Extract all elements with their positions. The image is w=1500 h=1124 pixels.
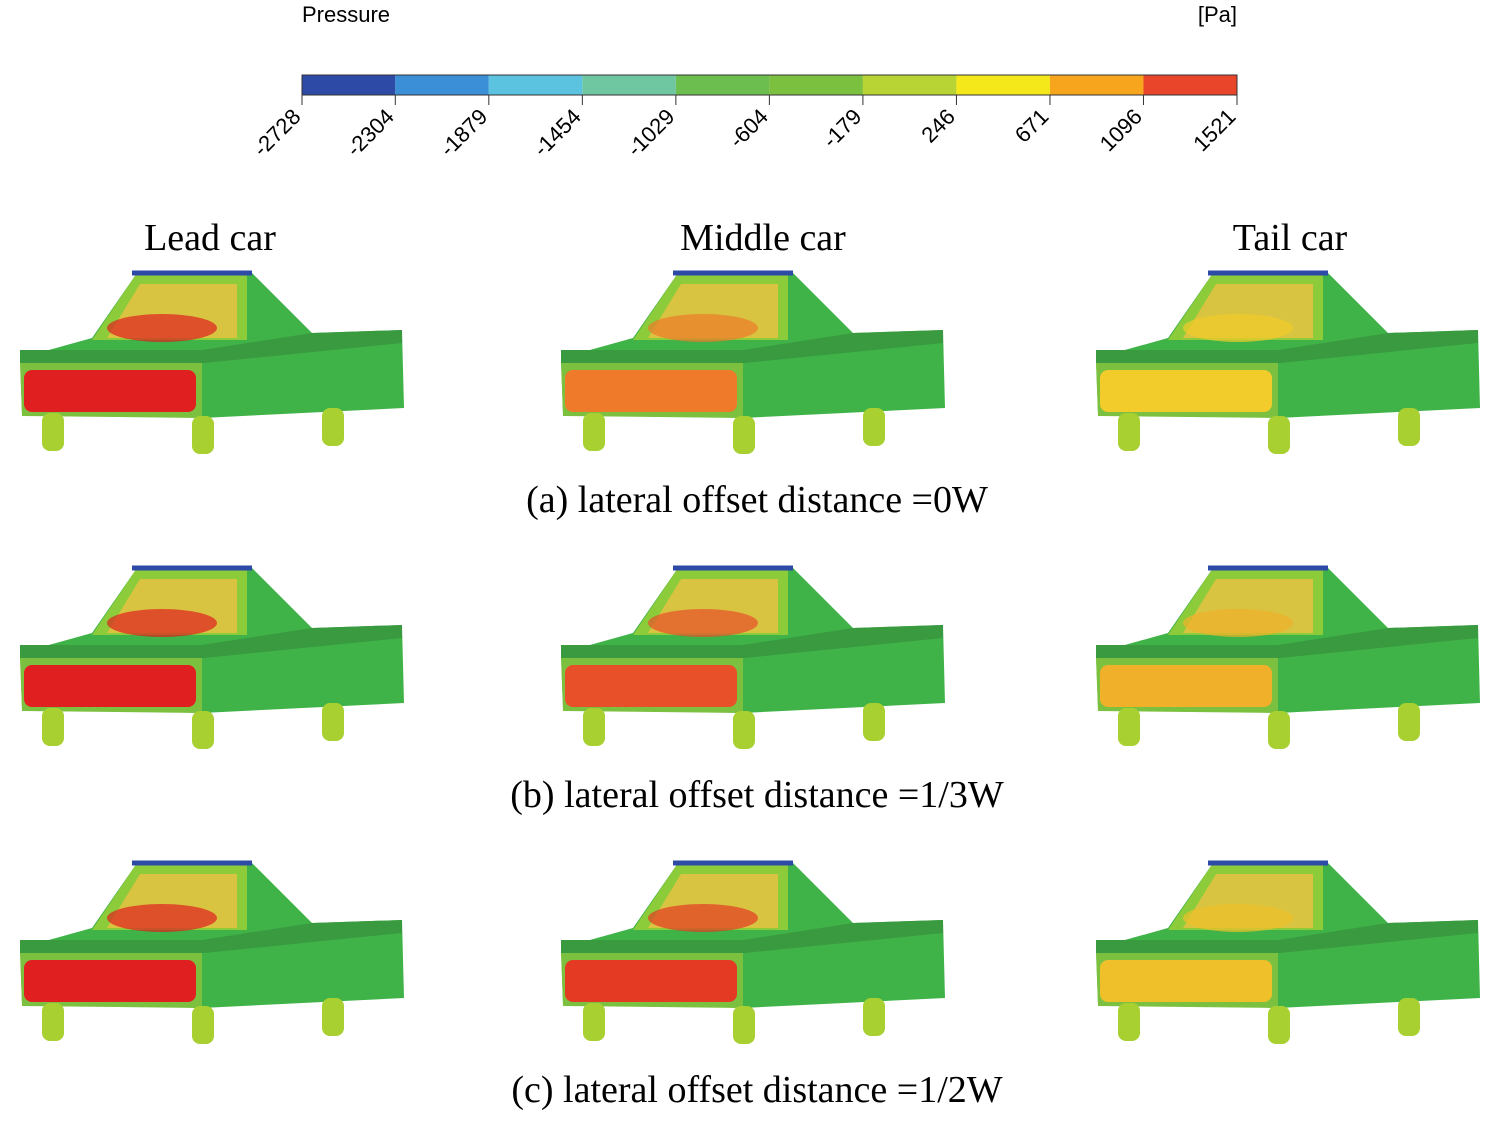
- car-contour: [1096, 863, 1480, 1044]
- car-contour: [20, 568, 404, 749]
- row-caption: (a) lateral offset distance =0W: [526, 479, 988, 521]
- colorbar-tick-label: 1521: [1188, 104, 1240, 156]
- colorbar-tick-label: -1454: [528, 104, 585, 161]
- colorbar-segment: [862, 75, 957, 95]
- colorbar-tick-label: -1879: [435, 104, 492, 161]
- colorbar-tick-label: 246: [916, 104, 960, 148]
- row-caption: (b) lateral offset distance =1/3W: [510, 774, 1004, 816]
- column-label: Lead car: [144, 217, 276, 259]
- car-contour: [20, 863, 404, 1044]
- row-caption: (c) lateral offset distance =1/2W: [511, 1069, 1002, 1111]
- colorbar-segment: [675, 75, 770, 95]
- car-contour: [1096, 568, 1480, 749]
- colorbar-tick-label: 1096: [1095, 104, 1147, 156]
- colorbar-unit: [Pa]: [1198, 2, 1237, 27]
- colorbar-tick-label: -2304: [341, 104, 398, 161]
- colorbar-tick-label: -2728: [248, 104, 305, 161]
- colorbar-tick-label: -1029: [622, 104, 679, 161]
- colorbar-segment: [1049, 75, 1144, 95]
- colorbar-segment: [956, 75, 1050, 95]
- colorbar-segment: [769, 75, 863, 95]
- colorbar-tick-label: 671: [1010, 104, 1054, 148]
- car-contour: [561, 273, 945, 454]
- column-label: Tail car: [1233, 217, 1348, 259]
- colorbar-title: Pressure: [302, 2, 390, 27]
- colorbar-segment: [302, 75, 396, 95]
- colorbar-tick-label: -604: [724, 104, 773, 153]
- car-contour: [561, 863, 945, 1044]
- colorbar-segment: [488, 75, 583, 95]
- colorbar-segment: [582, 75, 676, 95]
- car-contour: [561, 568, 945, 749]
- car-contour: [1096, 273, 1480, 454]
- colorbar-tick-label: -179: [818, 104, 867, 153]
- car-contour: [20, 273, 404, 454]
- colorbar-segment: [395, 75, 489, 95]
- column-label: Middle car: [680, 217, 846, 259]
- colorbar-segment: [1143, 75, 1237, 95]
